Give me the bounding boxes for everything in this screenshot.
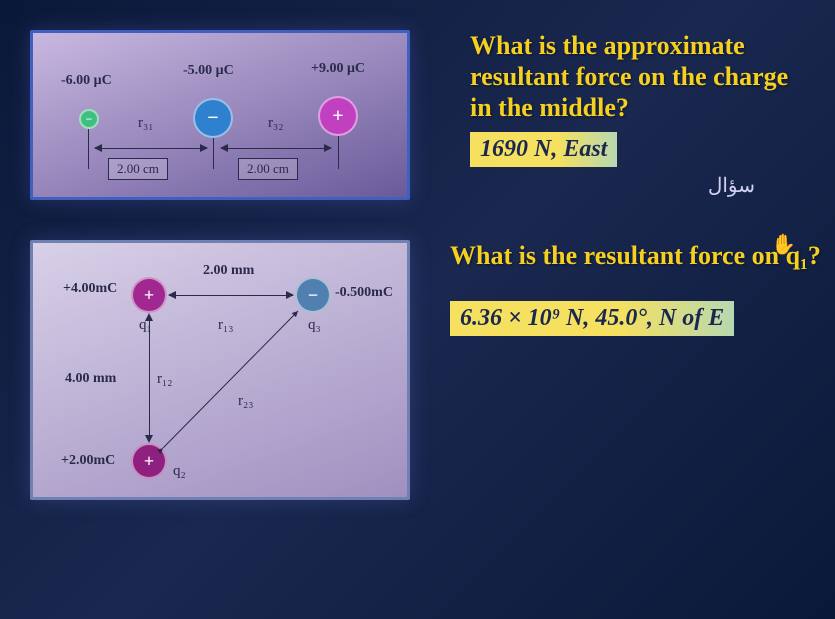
annotation-text: سؤال (470, 173, 815, 198)
hand-cursor-icon: ✋ (771, 232, 795, 256)
r32-label: r₃₂ (268, 115, 283, 132)
answer-2: 6.36 × 10⁹ N, 45.0°, N of E (450, 301, 734, 336)
r23-name: r₂₃ (238, 393, 253, 410)
problem-2-row: +4.00mC + q₁ − -0.500mC q₃ +2.00mC + q₂ … (0, 210, 835, 510)
q2-name: q₂ (173, 463, 186, 480)
question-2-block: What is the resultant force on q₁? ✋ 6.3… (450, 240, 825, 336)
r12-dist: 4.00 mm (65, 371, 116, 387)
charge-2: − (193, 98, 233, 138)
arrow-down (145, 435, 153, 443)
arrow-r31 (95, 148, 207, 149)
q2-value: +2.00mC (61, 453, 115, 469)
dist-1: 2.00 cm (108, 158, 168, 180)
diagram-1: -6.00 μC -5.00 μC +9.00 μC − − + r₃₁ r₃₂… (30, 30, 410, 200)
stem-2 (213, 138, 214, 169)
q3-charge: − (295, 277, 331, 313)
line-r12 (149, 315, 150, 441)
r13-name: r₁₃ (218, 317, 233, 334)
q1-value: +4.00mC (63, 281, 117, 297)
charge-1: − (79, 109, 99, 129)
arrow-up (145, 313, 153, 321)
r13-dist: 2.00 mm (203, 263, 254, 279)
problem-1-row: -6.00 μC -5.00 μC +9.00 μC − − + r₃₁ r₃₂… (0, 0, 835, 210)
question-1-text: What is the approximate resultant force … (470, 30, 815, 124)
q3-value: -0.500mC (335, 285, 393, 301)
question-1-block: What is the approximate resultant force … (470, 30, 815, 198)
answer-1: 1690 N, East (470, 132, 617, 167)
q1-charge: + (131, 277, 167, 313)
stem-3 (338, 136, 339, 169)
arrow-r32 (221, 148, 331, 149)
stem-1 (88, 129, 89, 169)
arrow-r13 (169, 295, 293, 296)
charge-label-2: -5.00 μC (183, 63, 234, 79)
charge-3: + (318, 96, 358, 136)
question-2-text: What is the resultant force on q₁? (450, 240, 825, 271)
charge-label-1: -6.00 μC (61, 73, 112, 89)
q2-charge: + (131, 443, 167, 479)
r12-name: r₁₂ (157, 371, 172, 388)
dist-2: 2.00 cm (238, 158, 298, 180)
diagram-2: +4.00mC + q₁ − -0.500mC q₃ +2.00mC + q₂ … (30, 240, 410, 500)
r31-label: r₃₁ (138, 115, 153, 132)
charge-label-3: +9.00 μC (311, 61, 365, 77)
q3-name: q₃ (308, 317, 321, 334)
